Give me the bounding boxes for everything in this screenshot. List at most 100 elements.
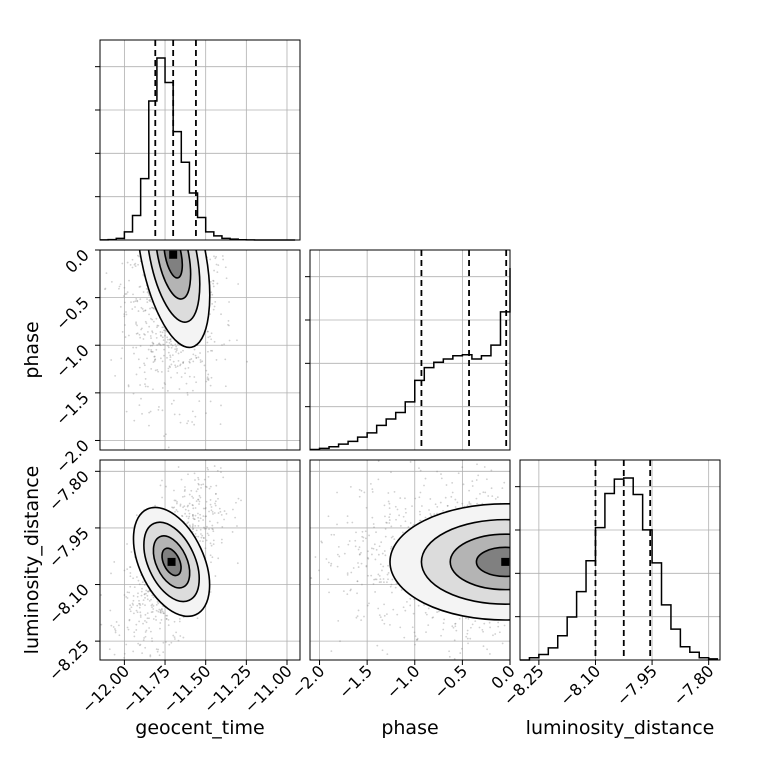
density-peak bbox=[169, 250, 178, 259]
scatter-point bbox=[475, 497, 478, 500]
histogram-step bbox=[520, 477, 719, 661]
scatter-point bbox=[421, 505, 423, 507]
scatter-point bbox=[174, 364, 177, 367]
scatter-point bbox=[337, 619, 340, 622]
scatter-point bbox=[330, 562, 333, 565]
scatter-point bbox=[482, 630, 484, 633]
scatter-point bbox=[141, 587, 143, 590]
scatter-point bbox=[109, 609, 112, 612]
x-tick-label: −0.5 bbox=[430, 661, 471, 702]
scatter-point bbox=[140, 306, 143, 309]
scatter-point bbox=[204, 506, 207, 509]
scatter-point bbox=[416, 638, 419, 641]
scatter-point bbox=[235, 501, 237, 504]
scatter-point bbox=[194, 514, 197, 517]
scatter-point bbox=[209, 554, 212, 557]
scatter-point bbox=[202, 483, 205, 486]
scatter-point bbox=[167, 619, 170, 621]
scatter-point bbox=[132, 612, 135, 615]
scatter-point bbox=[404, 609, 407, 612]
scatter-point bbox=[207, 336, 210, 339]
scatter-point bbox=[149, 307, 151, 310]
scatter-point bbox=[164, 329, 167, 332]
scatter-point bbox=[357, 548, 360, 551]
scatter-point bbox=[488, 435, 490, 437]
scatter-point bbox=[400, 589, 403, 591]
scatter-point bbox=[140, 328, 142, 331]
scatter-point bbox=[134, 265, 137, 268]
scatter-point bbox=[204, 485, 207, 488]
scatter-point bbox=[158, 342, 161, 345]
scatter-point bbox=[377, 553, 380, 556]
scatter-point bbox=[451, 481, 454, 484]
scatter-point bbox=[143, 364, 146, 367]
scatter-point bbox=[142, 291, 145, 293]
scatter-point bbox=[179, 504, 182, 507]
scatter-point bbox=[144, 320, 147, 323]
scatter-point bbox=[405, 511, 407, 514]
scatter-point bbox=[212, 308, 215, 311]
scatter-point bbox=[128, 619, 131, 622]
scatter-point bbox=[130, 301, 132, 304]
scatter-point bbox=[214, 257, 217, 260]
scatter-point bbox=[477, 474, 480, 477]
scatter-point bbox=[417, 604, 420, 607]
scatter-point bbox=[221, 525, 224, 528]
scatter-point bbox=[370, 547, 373, 550]
scatter-point bbox=[173, 489, 175, 492]
scatter-point bbox=[152, 605, 155, 607]
scatter-point bbox=[151, 610, 154, 613]
scatter-point bbox=[451, 625, 454, 628]
scatter-point bbox=[469, 626, 472, 629]
scatter-point bbox=[390, 525, 393, 528]
scatter-point bbox=[198, 483, 200, 486]
scatter-point bbox=[135, 346, 138, 349]
scatter-point bbox=[161, 336, 164, 339]
scatter-point bbox=[349, 589, 352, 592]
scatter-point bbox=[388, 522, 391, 524]
scatter-point bbox=[170, 363, 173, 366]
panel-hist-geocent-time bbox=[95, 39, 301, 241]
scatter-point bbox=[176, 500, 178, 503]
scatter-point bbox=[305, 527, 307, 529]
scatter-point bbox=[388, 502, 391, 505]
scatter-point bbox=[197, 356, 200, 359]
scatter-point bbox=[161, 610, 164, 613]
scatter-point bbox=[386, 581, 388, 584]
scatter-point bbox=[339, 640, 341, 643]
scatter-point bbox=[440, 473, 442, 475]
scatter-point bbox=[151, 594, 154, 597]
scatter-point bbox=[139, 345, 142, 347]
scatter-point bbox=[170, 340, 172, 343]
scatter-point bbox=[134, 306, 136, 308]
scatter-point bbox=[125, 313, 128, 316]
scatter-point bbox=[383, 504, 386, 507]
scatter-point bbox=[453, 639, 456, 642]
scatter-point bbox=[136, 332, 139, 335]
scatter-point bbox=[467, 617, 470, 620]
scatter-point bbox=[135, 321, 137, 324]
scatter-point bbox=[167, 345, 169, 347]
scatter-point bbox=[342, 590, 345, 592]
scatter-point bbox=[123, 313, 126, 315]
scatter-point bbox=[203, 526, 205, 529]
scatter-point bbox=[350, 588, 352, 591]
scatter-point bbox=[197, 482, 200, 485]
scatter-point bbox=[144, 620, 146, 622]
scatter-point bbox=[161, 496, 163, 499]
scatter-point bbox=[377, 573, 380, 576]
scatter-point bbox=[387, 578, 389, 581]
scatter-point bbox=[352, 567, 355, 569]
scatter-point bbox=[357, 609, 360, 612]
scatter-point bbox=[195, 490, 198, 493]
histogram-step bbox=[100, 57, 296, 241]
scatter-point bbox=[118, 285, 121, 288]
scatter-point bbox=[188, 493, 191, 496]
scatter-point bbox=[201, 540, 204, 543]
scatter-point bbox=[379, 563, 382, 566]
scatter-point bbox=[424, 477, 427, 480]
scatter-point bbox=[137, 254, 139, 257]
panel-hist-luminosity-distance bbox=[515, 459, 721, 661]
scatter-point bbox=[147, 385, 149, 388]
y-tick-label: −8.10 bbox=[45, 580, 93, 628]
